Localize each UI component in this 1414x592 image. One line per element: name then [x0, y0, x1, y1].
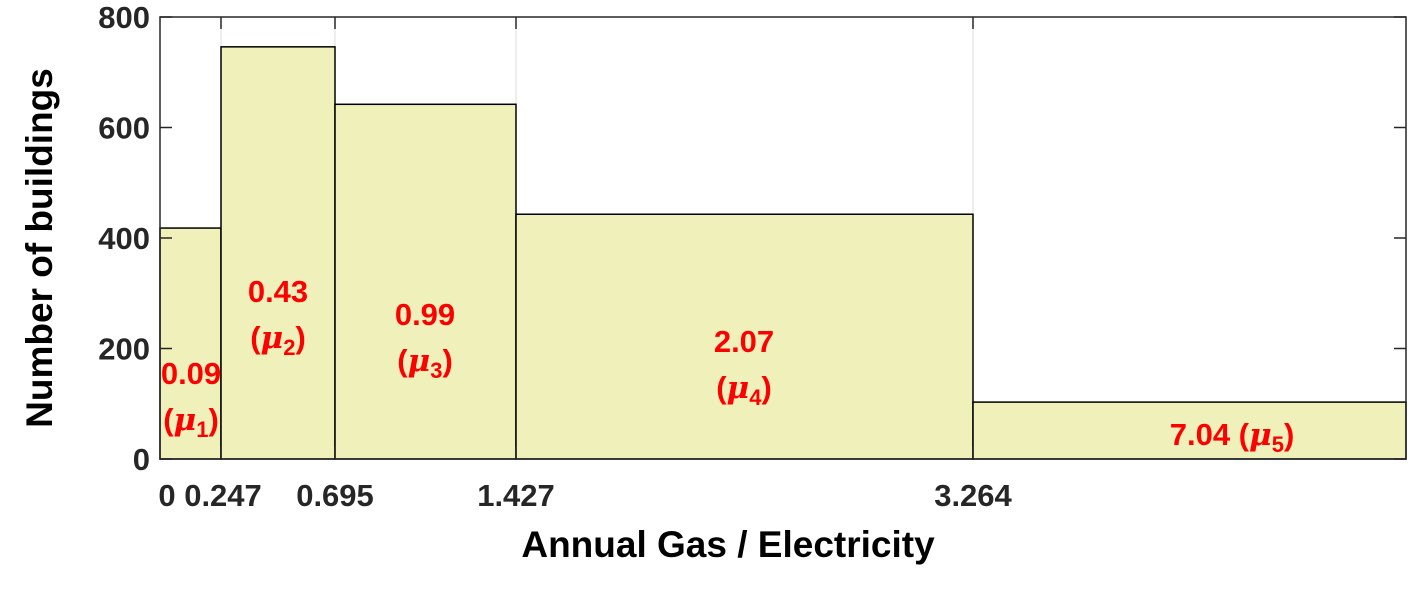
bar-value-2: 0.43 [248, 274, 308, 309]
y-tick-label-200: 200 [98, 332, 150, 367]
bar-value-1: 0.09 [161, 356, 221, 391]
bars-layer [159, 46, 1407, 460]
x-tick-label-2: 0.247 [184, 478, 262, 513]
bar-label-5: 7.04 (μ5) [1170, 417, 1295, 457]
ticks-layer: 0 200 400 600 800 0 0.247 0.695 1.427 3.264 [98, 0, 1406, 513]
y-tick-label-400: 400 [98, 221, 150, 256]
histogram-bar-5 [972, 401, 1407, 460]
bar-mu-3: (μ3) [397, 343, 453, 383]
x-tick-label-4: 1.427 [477, 478, 555, 513]
y-axis-title: Number of buildings [19, 68, 60, 428]
x-tick-label-5: 3.264 [934, 478, 1012, 513]
y-tick-label-0: 0 [133, 442, 150, 477]
x-tick-label-1: 0 [158, 478, 175, 513]
bar-mu-1: (μ1) [163, 402, 219, 442]
bar-mu-2: (μ2) [250, 320, 306, 360]
x-axis-title: Annual Gas / Electricity [521, 524, 935, 565]
labels-layer: 0.09 (μ1) 0.43 (μ2) 0.99 (μ3) 2.07 (μ4) 7.04 (μ5… [161, 274, 1294, 457]
histogram-bar-2 [220, 46, 336, 460]
bar-value-4: 2.07 [714, 324, 774, 359]
bar-mu-4: (μ4) [716, 370, 772, 410]
y-tick-label-600: 600 [98, 111, 150, 146]
y-tick-label-800: 800 [98, 0, 150, 35]
histogram-bar-1 [159, 227, 222, 460]
bar-value-3: 0.99 [395, 297, 455, 332]
histogram-bar-3 [334, 103, 517, 460]
x-tick-label-3: 0.695 [296, 478, 374, 513]
